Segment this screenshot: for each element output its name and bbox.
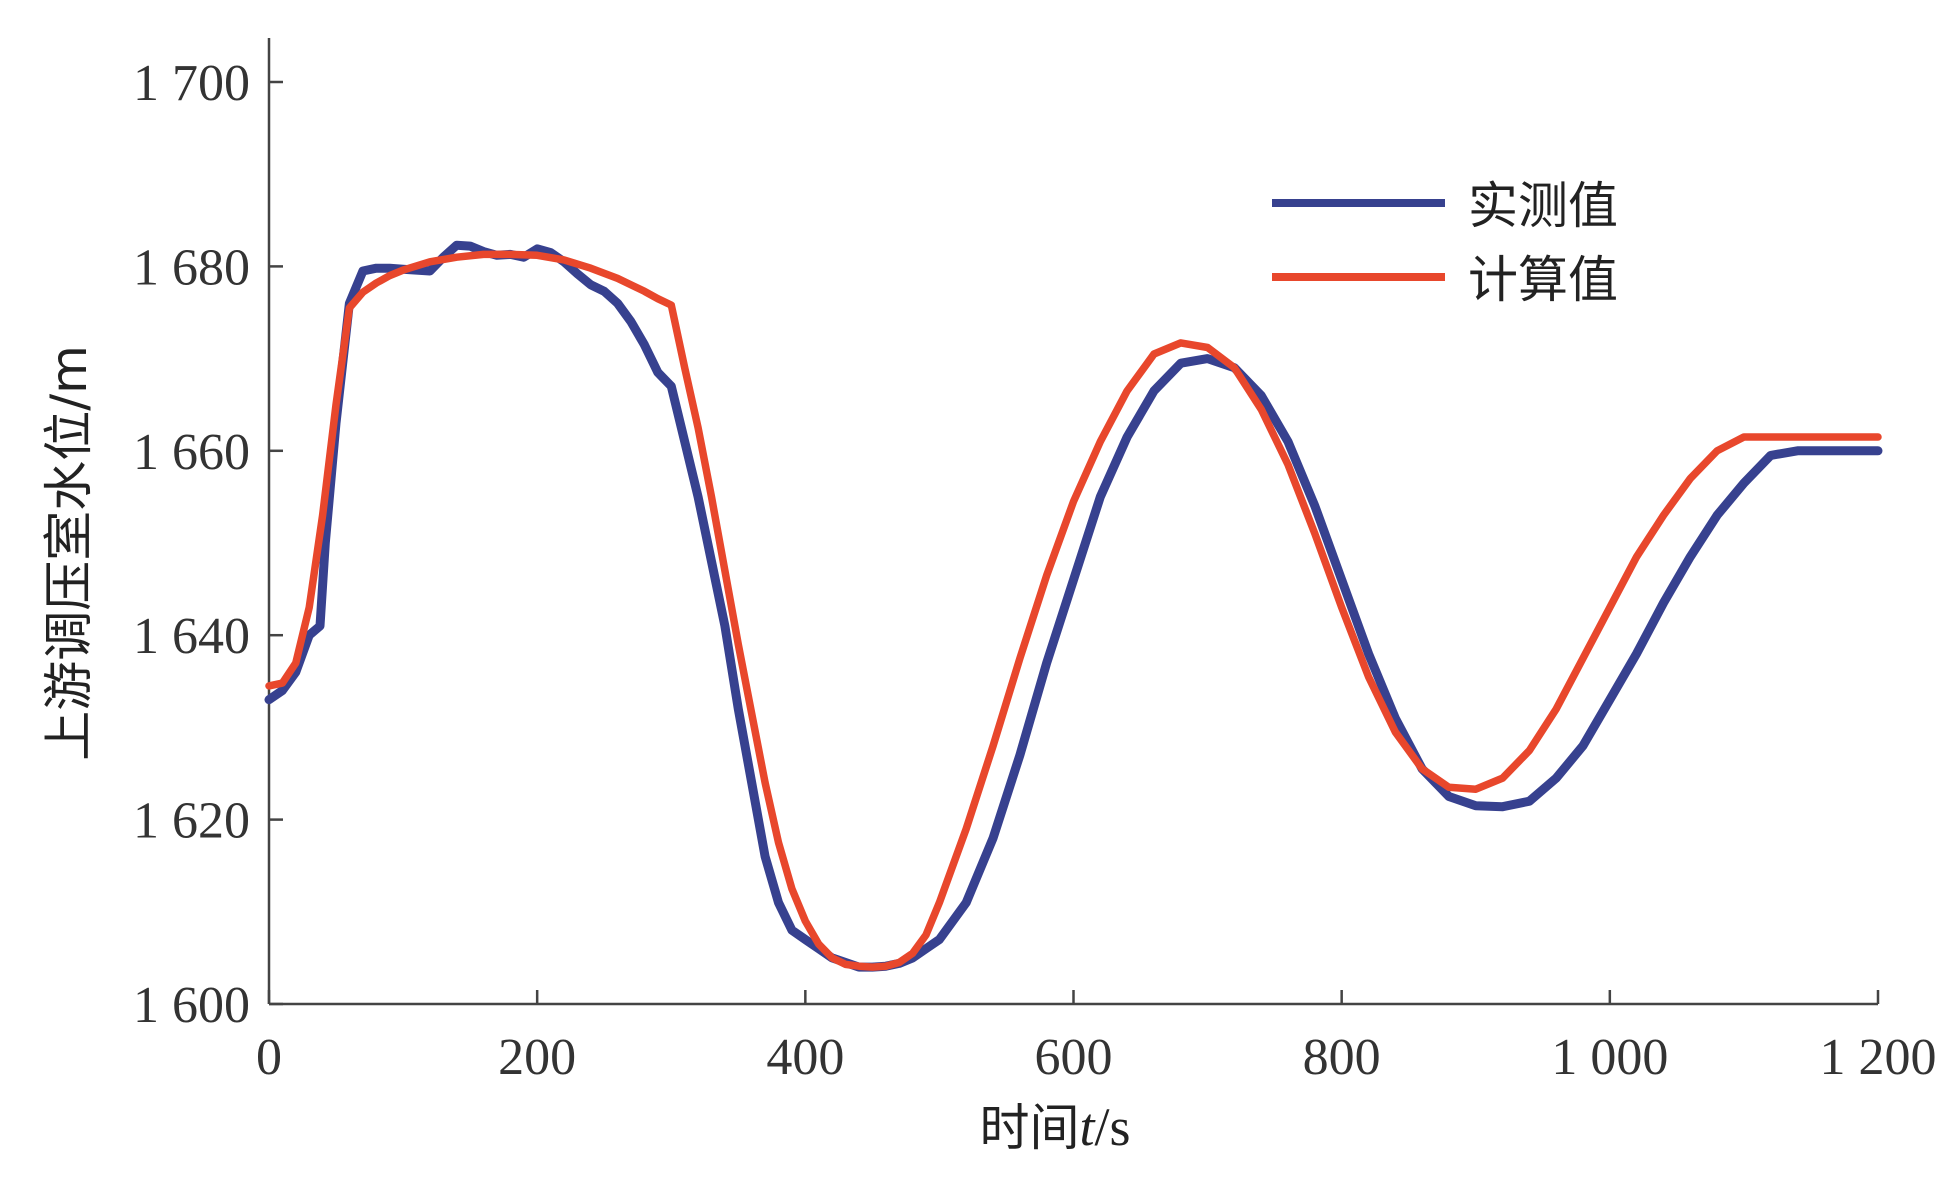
x-axis-title-var: t	[1079, 1097, 1096, 1157]
x-axis-title-unit: /s	[1094, 1097, 1130, 1157]
legend: 实测值 计算值	[1272, 177, 1618, 309]
y-tick-label: 1 660	[133, 424, 250, 481]
x-tick-label: 0	[256, 1029, 282, 1086]
y-tick-label: 1 700	[133, 55, 250, 112]
x-ticks: 0 200 400 600 800 1 000 1 200	[256, 990, 1937, 1086]
y-tick-label: 1 620	[133, 793, 250, 850]
x-tick-label: 200	[498, 1029, 576, 1086]
y-tick-label: 1 600	[133, 977, 250, 1034]
x-tick-label: 800	[1303, 1029, 1381, 1086]
y-ticks: 1 600 1 620 1 640 1 660 1 680 1 700	[133, 55, 283, 1034]
legend-label-calculated: 计算值	[1468, 251, 1618, 309]
x-tick-label: 1 000	[1551, 1029, 1668, 1086]
y-axis-title: 上游调压室水位/m	[40, 345, 98, 761]
y-tick-label: 1 640	[133, 608, 250, 665]
x-tick-label: 1 200	[1820, 1029, 1937, 1086]
series-measured-line	[264, 240, 1883, 972]
series-calculated-line	[265, 250, 1882, 971]
axes	[267, 38, 1878, 1006]
x-axis-title: 时间t/s	[979, 1097, 1130, 1157]
x-axis-title-text: 时间	[979, 1099, 1079, 1157]
x-tick-label: 600	[1035, 1029, 1113, 1086]
legend-label-measured: 实测值	[1468, 177, 1618, 235]
x-tick-label: 400	[766, 1029, 844, 1086]
series-group	[264, 240, 1883, 972]
y-tick-label: 1 680	[133, 239, 250, 296]
